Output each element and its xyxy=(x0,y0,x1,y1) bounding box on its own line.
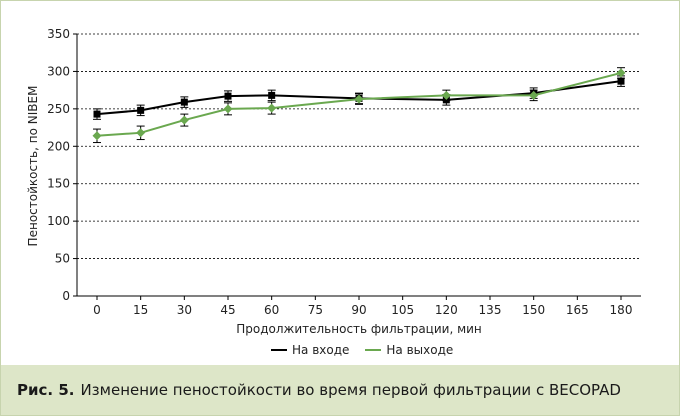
data-point xyxy=(93,110,101,118)
plot-area: 0 50 100 150 200 250 300 350 0 15 30 45 60 75 90 105 12… xyxy=(1,1,679,365)
legend-label-output: На выходе xyxy=(386,343,454,357)
data-point xyxy=(92,131,102,141)
caption-prefix: Рис. 5. xyxy=(17,381,75,399)
y-tick-label: 250 xyxy=(47,102,70,116)
grid xyxy=(77,33,641,259)
legend-item-output: На выходе xyxy=(365,343,453,357)
y-tick-label: 200 xyxy=(47,139,70,153)
series-group xyxy=(92,67,626,144)
data-point xyxy=(179,115,189,125)
x-tick-label: 120 xyxy=(435,303,458,317)
data-point xyxy=(180,98,188,106)
series-output xyxy=(92,67,626,144)
y-tick-labels: 0 50 100 150 200 250 300 350 xyxy=(47,27,70,303)
x-tick-label: 30 xyxy=(177,303,192,317)
x-tick-label: 60 xyxy=(264,303,279,317)
y-tick-label: 50 xyxy=(55,252,70,266)
line-chart: 0 50 100 150 200 250 300 350 0 15 30 45 60 75 90 105 12… xyxy=(26,27,641,336)
data-point xyxy=(268,91,276,99)
legend: На входе На выходе xyxy=(271,343,453,357)
data-point xyxy=(223,104,233,114)
data-point xyxy=(137,106,145,114)
data-point xyxy=(529,90,539,100)
data-point xyxy=(354,94,364,104)
y-tick-label: 0 xyxy=(62,289,70,303)
data-point xyxy=(136,128,146,138)
x-tick-label: 0 xyxy=(93,303,101,317)
x-tick-labels: 0 15 30 45 60 75 90 105 120 135 150 165 180 xyxy=(93,303,632,317)
caption-text: Изменение пеностойкости во время первой … xyxy=(80,381,621,399)
x-tick-label: 105 xyxy=(391,303,414,317)
data-point xyxy=(224,92,232,100)
y-tick-label: 150 xyxy=(47,177,70,191)
figure-caption: Рис. 5. Изменение пеностойкости во время… xyxy=(1,365,679,415)
y-tick-label: 100 xyxy=(47,214,70,228)
x-tick-label: 15 xyxy=(133,303,148,317)
data-point xyxy=(267,103,277,113)
x-tick-label: 90 xyxy=(351,303,366,317)
y-axis-label: Пеностойкость, по NIBEM xyxy=(26,86,40,247)
legend-swatch-input xyxy=(271,349,287,351)
x-tick-label: 45 xyxy=(220,303,235,317)
data-point xyxy=(616,68,626,78)
x-tick-label: 165 xyxy=(566,303,589,317)
data-point xyxy=(617,77,625,85)
y-tick-label: 300 xyxy=(47,64,70,78)
x-tick-label: 135 xyxy=(479,303,502,317)
y-tick-label: 350 xyxy=(47,27,70,41)
axes xyxy=(73,33,641,300)
legend-label-input: На входе xyxy=(292,343,350,357)
legend-swatch-output xyxy=(365,349,382,351)
x-axis-label: Продолжительность фильтрации, мин xyxy=(236,322,482,336)
x-tick-label: 180 xyxy=(610,303,633,317)
x-tick-label: 150 xyxy=(522,303,545,317)
legend-item-input: На входе xyxy=(271,343,349,357)
x-tick-label: 75 xyxy=(308,303,323,317)
data-point xyxy=(441,90,451,100)
